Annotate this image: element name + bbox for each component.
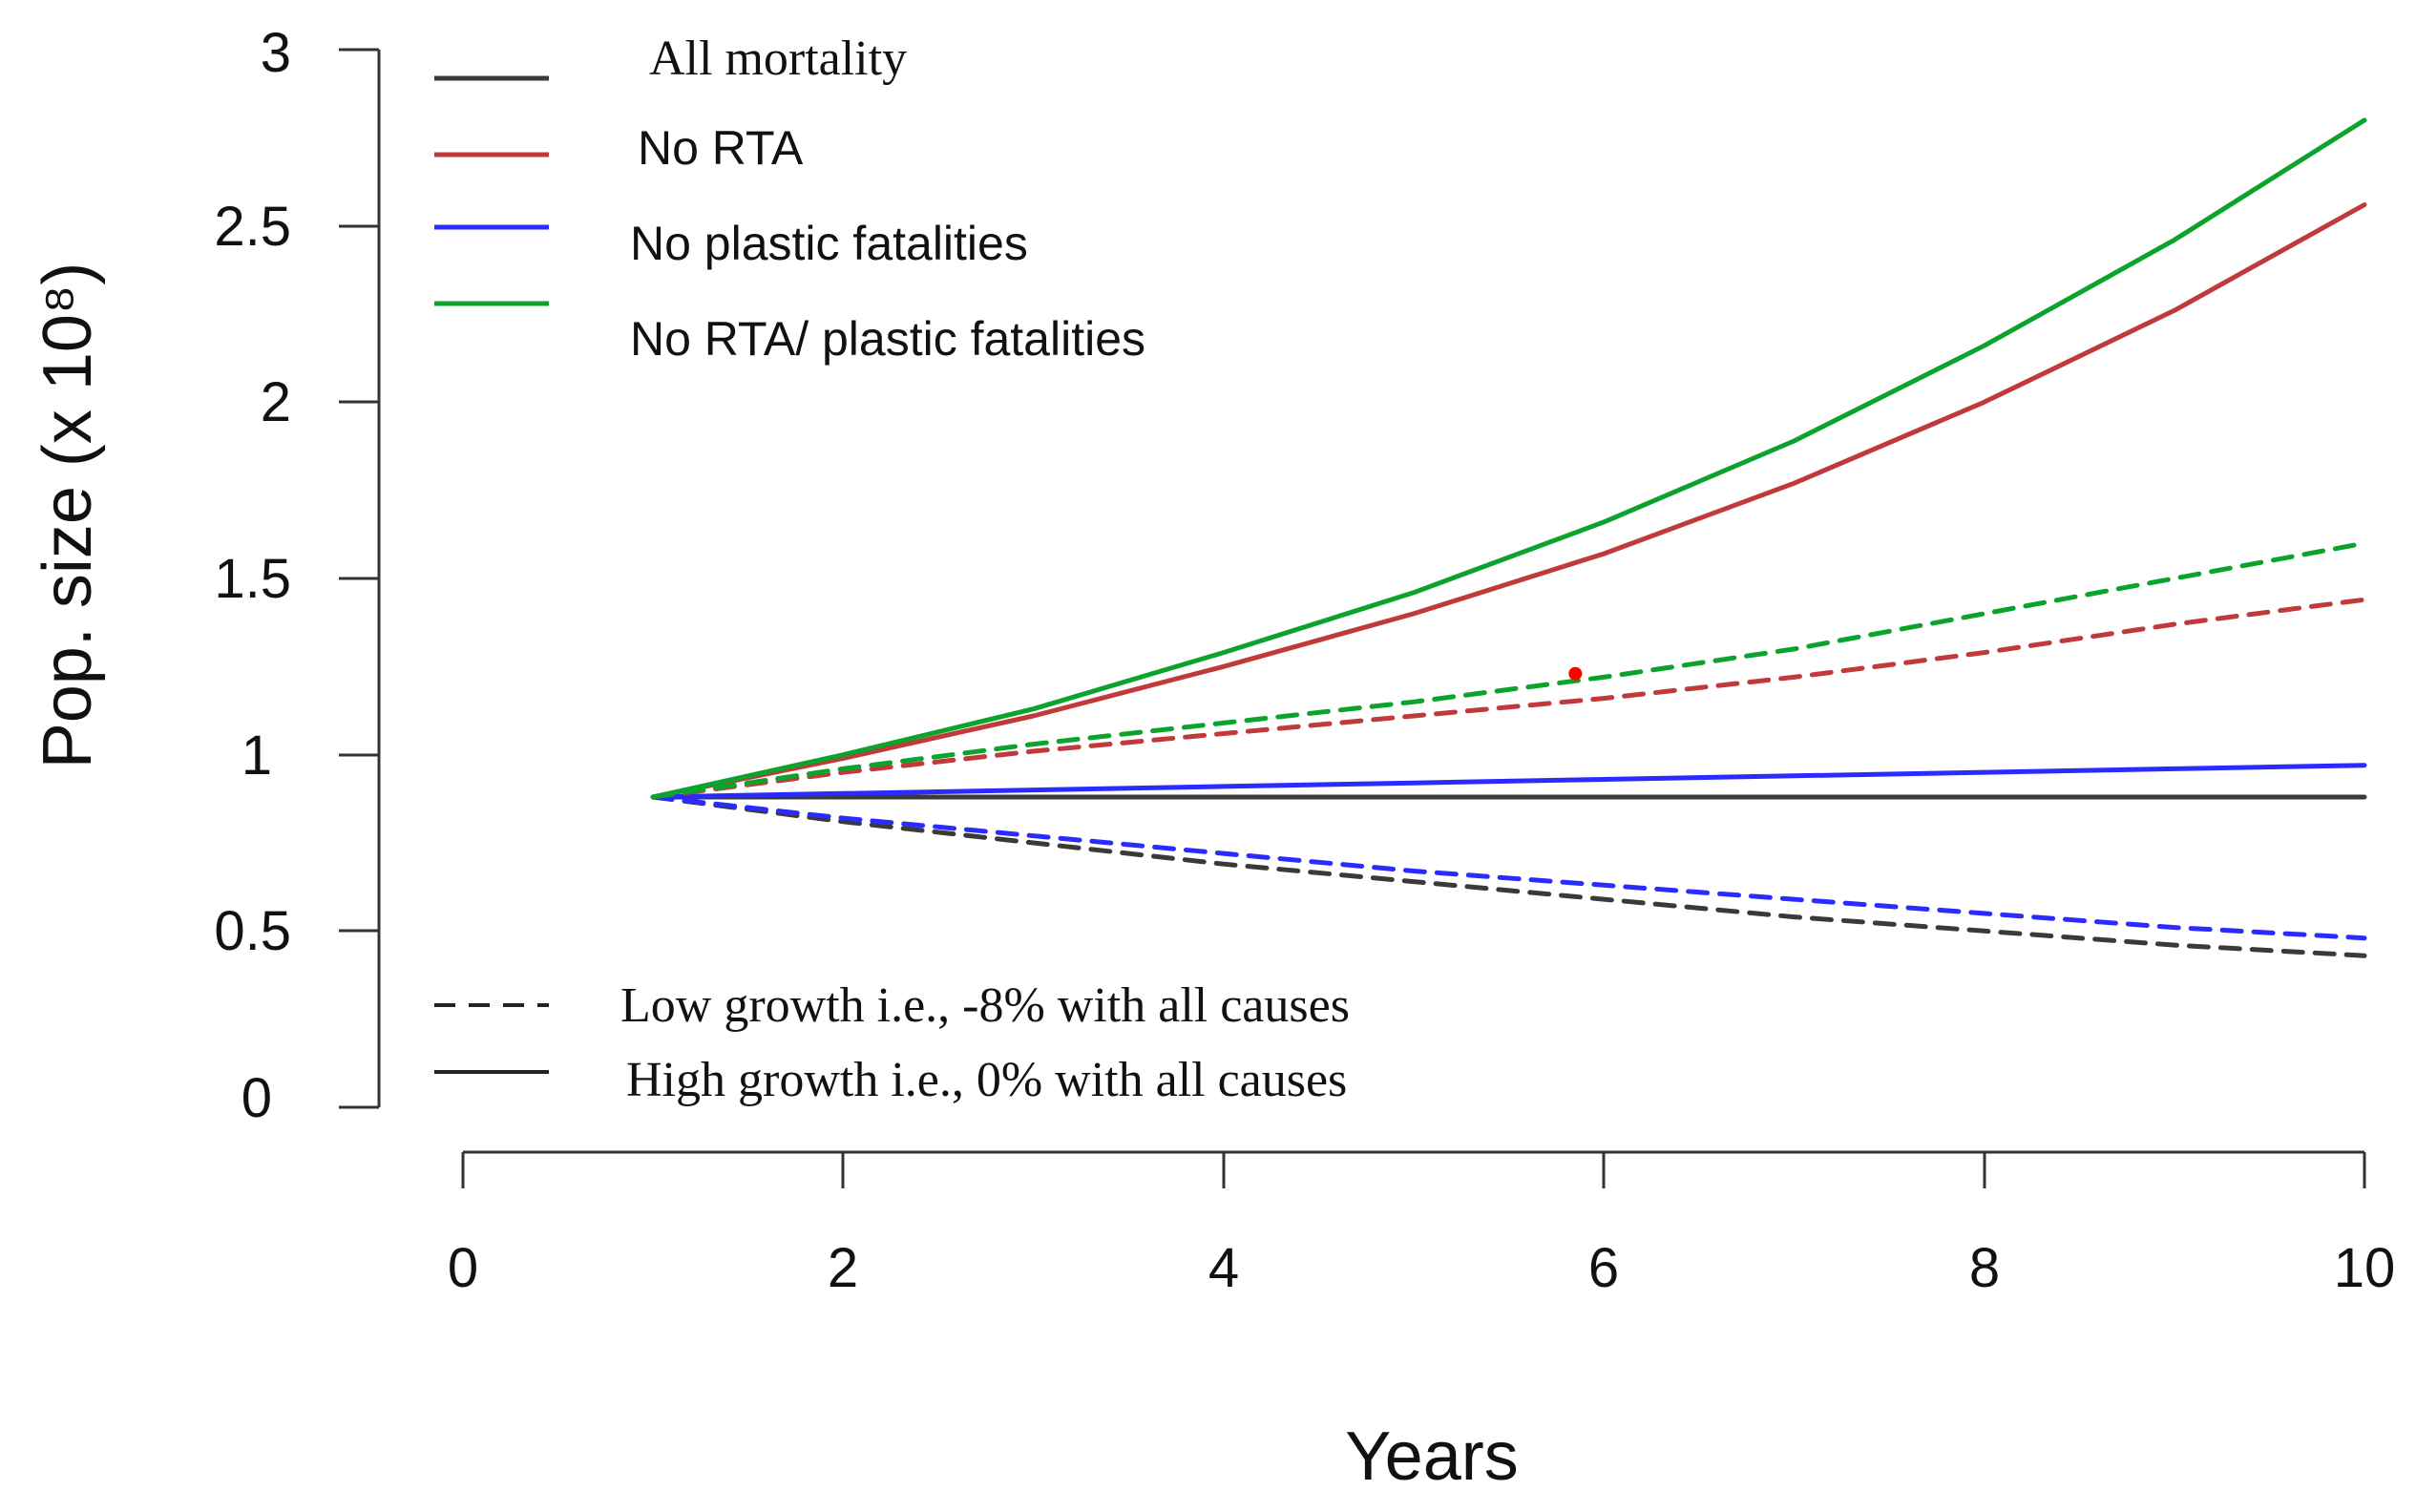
x-tick-label: 4 <box>1208 1237 1239 1299</box>
y-tick-label: 3 <box>261 22 291 84</box>
y-tick-label: 2 <box>261 371 291 433</box>
y-ticks <box>339 48 379 1109</box>
color-legend: All mortality No RTA No plastic fataliti… <box>434 32 1145 366</box>
series-line-low-growth-all-mortality <box>650 794 2367 958</box>
y-tick-label: 2.5 <box>214 196 291 258</box>
legend-label-no-plastic: No plastic fatalities <box>630 217 1028 270</box>
y-tick-label: 0 <box>242 1067 272 1129</box>
y-tick-labels: 0 0.5 1 1.5 2 2.5 3 <box>214 22 291 1129</box>
legend-label-low-growth: Low growth i.e., -8% with all causes <box>620 978 1350 1033</box>
series-layer <box>650 117 2367 958</box>
x-tick-label: 0 <box>448 1237 478 1299</box>
y-tick-label: 1 <box>242 724 272 787</box>
series-line-low-growth-no-rta <box>650 597 2367 800</box>
y-axis-title: Pop. size (x 10⁸) <box>30 262 106 769</box>
series-line-low-growth-no-plastic-fatalities <box>650 794 2367 941</box>
series-line-high-growth-no-rta-plastic-fatalities <box>650 117 2367 800</box>
y-tick-label: 0.5 <box>214 900 291 962</box>
x-ticks <box>461 1152 2366 1188</box>
legend-label-high-growth: High growth i.e., 0% with all causes <box>626 1053 1347 1107</box>
series-line-high-growth-no-plastic-fatalities <box>650 763 2367 800</box>
series-line-low-growth-no-rta-plastic-fatalities <box>650 540 2367 800</box>
annotation-point <box>1568 666 1583 681</box>
legend-label-no-rta-plastic: No RTA/ plastic fatalities <box>630 312 1145 366</box>
x-axis-title: Years <box>1345 1418 1518 1495</box>
linestyle-legend: Low growth i.e., -8% with all causes Hig… <box>434 978 1350 1107</box>
legend-label-all-mortality: All mortality <box>649 32 907 86</box>
x-tick-labels: 0 2 4 6 8 10 <box>448 1237 2395 1299</box>
series-line-high-growth-no-rta <box>650 202 2367 800</box>
y-tick-label: 1.5 <box>214 548 291 610</box>
legend-label-no-rta: No RTA <box>638 121 804 175</box>
x-tick-label: 2 <box>828 1237 858 1299</box>
x-tick-label: 8 <box>1969 1237 2000 1299</box>
x-tick-label: 10 <box>2334 1237 2396 1299</box>
x-tick-label: 6 <box>1588 1237 1619 1299</box>
